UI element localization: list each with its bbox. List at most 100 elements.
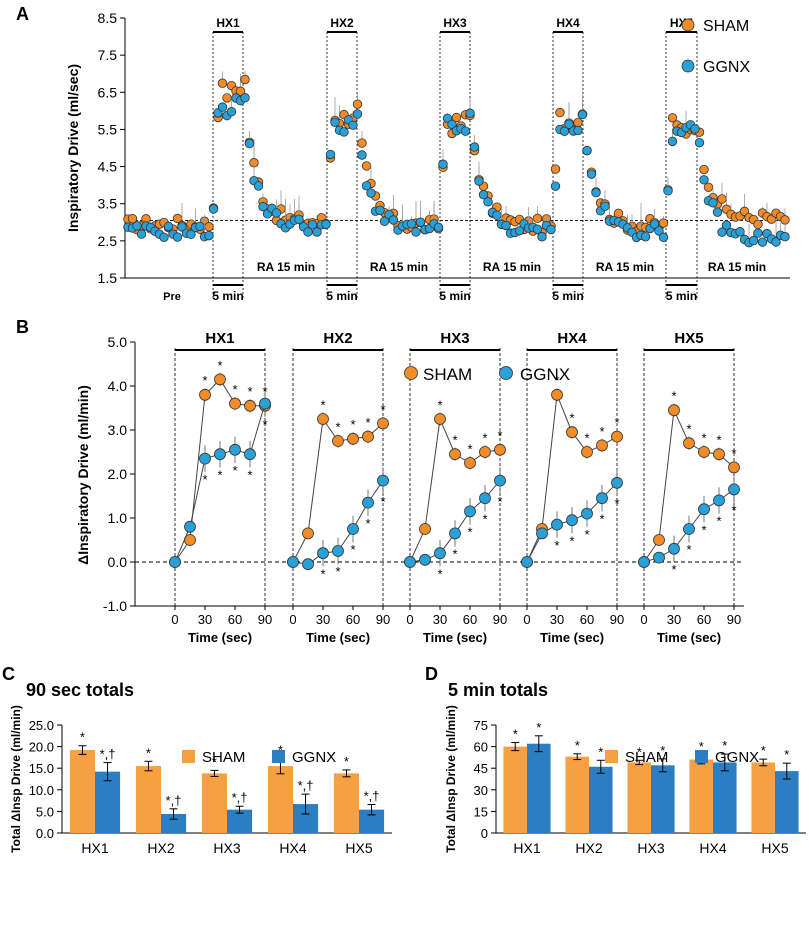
d-bar-sham-HX2 <box>565 756 589 833</box>
a-ggnx-point <box>379 216 390 227</box>
b-signif-marker: * <box>686 422 691 437</box>
c-x-tick-label: HX2 <box>147 840 174 856</box>
b-signif-marker: * <box>365 415 370 430</box>
a-sham-point <box>532 213 543 224</box>
a-ggnx-point <box>361 181 372 191</box>
c-signif-mark: * <box>146 745 151 760</box>
b-ggnx-point <box>302 558 314 571</box>
a-duration-label: 5 min <box>326 289 357 303</box>
a-y-tick-label: 2.5 <box>98 233 118 249</box>
b-ggnx-point <box>362 496 374 509</box>
c-signif-mark: *,† <box>232 790 248 805</box>
b-y-tick-label: 2.0 <box>108 466 128 482</box>
a-y-tick-label: 6.5 <box>98 84 118 100</box>
a-y-tick-label: 5.5 <box>98 121 118 137</box>
a-ggnx-point <box>172 232 183 242</box>
b-x-tick-label: 0 <box>523 612 530 627</box>
c-signif-mark: *,† <box>364 788 380 803</box>
c-signif-mark: *,† <box>166 793 182 808</box>
b-ggnx-point <box>464 505 476 518</box>
a-duration-label: 5 min <box>439 289 470 303</box>
c-bar-sham-HX5 <box>333 773 359 833</box>
a-y-tick-label: 1.5 <box>98 270 118 286</box>
b-x-axis-label: Time (sec) <box>657 630 721 645</box>
a-ggnx-point <box>654 226 664 236</box>
b-sham-point <box>317 413 329 425</box>
b-ggnx-point <box>728 483 740 496</box>
a-y-tick-label: 8.5 <box>98 10 118 26</box>
a-ggnx-point <box>303 227 313 237</box>
c-y-tick-label: 0.0 <box>36 826 54 841</box>
a-sham-point <box>451 112 462 123</box>
a-ggnx-point <box>136 229 147 239</box>
a-ggnx-point <box>735 227 745 237</box>
d-y-tick-label: 30 <box>474 783 488 798</box>
c-y-axis-label: Total ΔInsp Drive (ml/min) <box>9 705 23 853</box>
c-y-tick-label: 20.0 <box>29 740 54 755</box>
b-x-axis-label: Time (sec) <box>423 630 487 645</box>
a-sham-point <box>352 99 363 109</box>
c-legend-ggnx-swatch <box>272 750 285 763</box>
a-sham-point <box>699 164 709 175</box>
d-y-tick-label: 45 <box>474 761 488 776</box>
panel-label-b: B <box>16 317 29 337</box>
c-title: 90 sec totals <box>26 680 134 700</box>
b-y-tick-label: 5.0 <box>108 334 128 350</box>
b-ggnx-point <box>536 527 548 540</box>
d-legend-ggnx-label: GGNX <box>715 749 759 766</box>
b-signif-marker: * <box>452 433 457 448</box>
a-ggnx-point <box>433 222 444 233</box>
b-ggnx-point <box>347 523 359 535</box>
b-y-tick-label: -1.0 <box>103 598 127 614</box>
b-signif-marker: * <box>554 373 559 388</box>
a-ggnx-point <box>240 93 250 103</box>
a-ggnx-point <box>352 109 363 119</box>
b-x-tick-label: 30 <box>550 612 564 627</box>
a-ggnx-point <box>339 127 349 137</box>
a-ggnx-point <box>438 159 448 169</box>
d-x-tick-label: HX4 <box>699 840 726 856</box>
a-ggnx-point <box>582 145 592 156</box>
d-signif-mark: * <box>575 738 580 753</box>
b-y-tick-label: 4.0 <box>108 378 128 394</box>
d-bar-ggnx-HX3 <box>651 765 675 833</box>
b-ggnx-point <box>479 492 491 505</box>
a-ggnx-point <box>757 237 768 247</box>
a-ggnx-point <box>447 119 457 130</box>
a-ggnx-point <box>753 228 763 238</box>
b-ggnx-point <box>611 476 623 489</box>
b-x-tick-label: 90 <box>376 612 390 627</box>
c-x-tick-label: HX4 <box>279 840 306 856</box>
a-ggnx-point <box>415 217 426 227</box>
c-bar-sham-HX1 <box>69 750 95 833</box>
a-hx-label: HX4 <box>556 16 580 30</box>
b-ggnx-point <box>332 545 344 557</box>
b-signif-marker: * <box>232 382 237 397</box>
a-duration-label: 5 min <box>212 289 243 303</box>
a-ggnx-point <box>591 188 601 198</box>
b-signif-marker: * <box>671 562 676 577</box>
b-signif-marker: * <box>569 533 574 548</box>
d-signif-mark: * <box>784 747 789 762</box>
b-signif-marker: * <box>202 472 207 487</box>
a-ggnx-point <box>325 149 336 160</box>
b-signif-marker: * <box>482 511 487 526</box>
b-legend-sham-marker <box>404 366 418 380</box>
b-ggnx-point <box>199 452 211 465</box>
b-x-tick-label: 90 <box>258 612 272 627</box>
a-duration-label: 5 min <box>666 289 697 303</box>
a-ggnx-point <box>573 125 583 136</box>
d-bar-sham-HX5 <box>751 762 775 833</box>
d-signif-mark: * <box>722 738 727 753</box>
b-x-axis-label: Time (sec) <box>540 630 604 645</box>
c-bar-sham-HX4 <box>267 766 293 833</box>
d-bar-sham-HX3 <box>627 762 651 833</box>
b-x-tick-label: 30 <box>433 612 447 627</box>
c-y-tick-label: 5.0 <box>36 804 54 819</box>
b-sham-point <box>244 399 256 412</box>
b-signif-marker: * <box>320 566 325 581</box>
a-sham-point <box>550 164 561 174</box>
a-legend-sham-marker <box>681 18 695 32</box>
b-ggnx-point <box>419 553 431 566</box>
a-ra-label: RA 15 min <box>370 260 428 274</box>
